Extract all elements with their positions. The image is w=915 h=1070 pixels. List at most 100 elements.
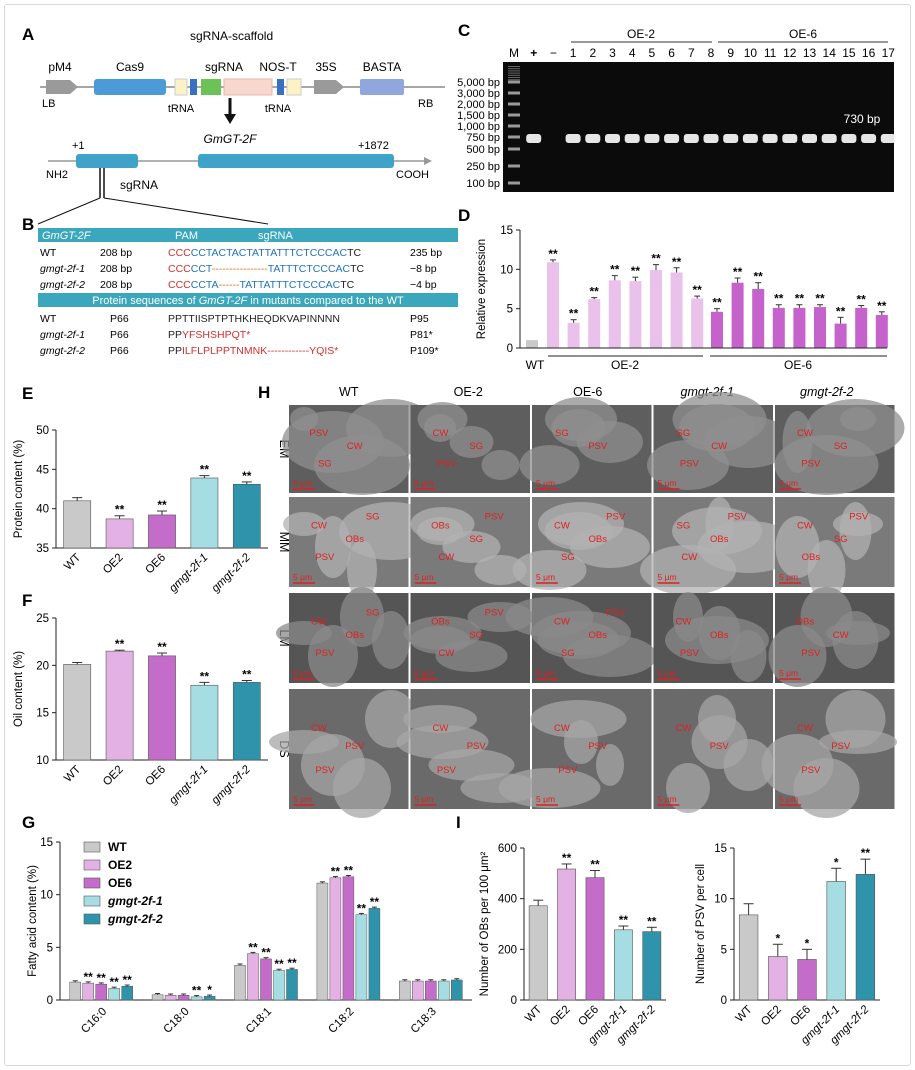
micrograph-texture <box>308 625 358 687</box>
micrograph-texture <box>530 700 627 738</box>
organelle-label: CW <box>554 617 570 628</box>
bar <box>82 982 94 1001</box>
cooh-label: COOH <box>396 169 429 181</box>
35s-promoter-shape <box>314 80 344 94</box>
significance-label: ** <box>619 913 629 927</box>
organelle-label: OBs <box>345 534 364 545</box>
organelle-label: CW <box>681 552 697 563</box>
significance-label: ** <box>242 667 252 681</box>
y-tick-label: 400 <box>498 894 517 906</box>
y-tick-label: 15 <box>500 225 513 237</box>
significance-label: ** <box>115 503 125 517</box>
scale-bar-label: 5 μm <box>536 668 555 678</box>
micrograph-texture <box>544 512 613 550</box>
label-nos-t: NOS-T <box>259 60 297 74</box>
organelle-label: PSV <box>558 765 578 776</box>
scale-bar-label: 5 μm <box>658 668 677 678</box>
organelle-label: PSV <box>606 512 626 523</box>
scale-bar-label: 5 μm <box>658 794 677 804</box>
organelle-label: SG <box>366 512 380 523</box>
significance-label: ** <box>548 247 558 261</box>
organelle-label: PSV <box>680 459 700 470</box>
label-rb: RB <box>418 98 433 110</box>
dna-row-sequence: CCCCCTA------TATTATTTCTCCCACTC <box>168 279 355 291</box>
y-tick-label: 40 <box>36 504 49 516</box>
ladder-size-label: 5,000 bp <box>457 77 500 89</box>
ladder-size-label: 2,000 bp <box>457 99 500 111</box>
sequence-segment: TC <box>350 263 364 275</box>
dna-row-sequence: CCCCCTACTACTATTATTTCTCCCACTC <box>168 247 361 259</box>
micrograph-texture <box>679 404 755 452</box>
legend-label: OE2 <box>108 858 132 872</box>
micrograph-column-label: OE-2 <box>454 385 483 399</box>
organelle-label: OBs <box>431 521 450 532</box>
lane-label: 6 <box>668 46 675 60</box>
y-tick-label: 0 <box>511 995 517 1007</box>
scale-bar-label: 5 μm <box>415 478 434 488</box>
y-axis-label: Oil content (%) <box>13 651 25 727</box>
lane-label: 1 <box>570 46 577 60</box>
scale-bar-label: 5 μm <box>779 572 798 582</box>
significance-label: ** <box>115 637 125 651</box>
organelle-label: PSV <box>309 428 329 439</box>
legend-swatch <box>83 877 101 889</box>
y-axis-label: Relative expression <box>476 239 488 339</box>
significance-label: ** <box>672 255 682 269</box>
ladder-size-label: 3,000 bp <box>457 88 500 100</box>
ladder-smear <box>508 74 520 76</box>
bar <box>105 518 134 549</box>
organelle-label: PSV <box>831 741 851 752</box>
organelle-label: CW <box>432 723 448 734</box>
lane-label: 9 <box>727 46 734 60</box>
bar <box>588 299 601 348</box>
sequence-segment: ---------------- <box>212 263 268 275</box>
panel-f-chart: F 10 15 20 25 Oil content (%) WT ** OE2 ** OE6 ** gm… <box>13 591 268 807</box>
legend-swatch <box>83 895 101 907</box>
bar <box>814 307 826 348</box>
organelle-label: SG <box>834 441 848 452</box>
micrograph-texture <box>283 512 325 536</box>
x-tick-label: gmgt-2f-1 <box>167 552 210 595</box>
bar <box>731 282 744 348</box>
y-tick-label: 5 <box>47 942 53 954</box>
y-tick-label: 10 <box>36 755 49 767</box>
panel-letter-a: A <box>22 25 34 44</box>
bar <box>834 323 847 348</box>
micrograph-texture <box>832 611 879 669</box>
bar <box>273 970 285 1001</box>
micrograph-texture <box>723 739 774 791</box>
micrograph-texture <box>498 768 601 808</box>
band-size-label: 730 bp <box>844 112 881 126</box>
organelle-label: SG <box>561 648 575 659</box>
lane-label: + <box>530 46 537 60</box>
basta-box <box>360 79 404 95</box>
protein-segment: PP <box>168 329 182 341</box>
organelle-label: OBs <box>588 534 607 545</box>
organelle-label: OBs <box>431 617 450 628</box>
y-tick-label: 0 <box>507 343 513 355</box>
scale-bar-label: 5 μm <box>658 478 677 488</box>
scale-bar-label: 5 μm <box>536 572 555 582</box>
zoom-line-right <box>103 197 269 225</box>
organelle-label: CW <box>311 617 327 628</box>
panel-letter-f: F <box>22 591 32 610</box>
organelle-label: OBs <box>802 552 821 563</box>
dna-row-end: −4 bp <box>410 279 437 291</box>
micrograph-texture <box>333 758 391 818</box>
gel-band <box>861 134 877 143</box>
protein-header-text: Protein sequences of GmGT-2F in mutants … <box>92 295 404 307</box>
organelle-label: SG <box>366 608 380 619</box>
x-tick-label: WT <box>62 764 83 785</box>
micrograph-texture <box>481 450 520 480</box>
bar <box>691 298 704 348</box>
bar <box>768 956 788 1001</box>
y-tick-label: 45 <box>36 464 49 476</box>
label-trna-2: tRNA <box>265 103 292 115</box>
organelle-label: CW <box>797 723 813 734</box>
group-label-oe2: OE-2 <box>611 358 639 372</box>
significance-label: ** <box>274 957 284 971</box>
organelle-label: CW <box>797 428 813 439</box>
protein-row-name: gmgt-2f-2 <box>40 345 85 357</box>
